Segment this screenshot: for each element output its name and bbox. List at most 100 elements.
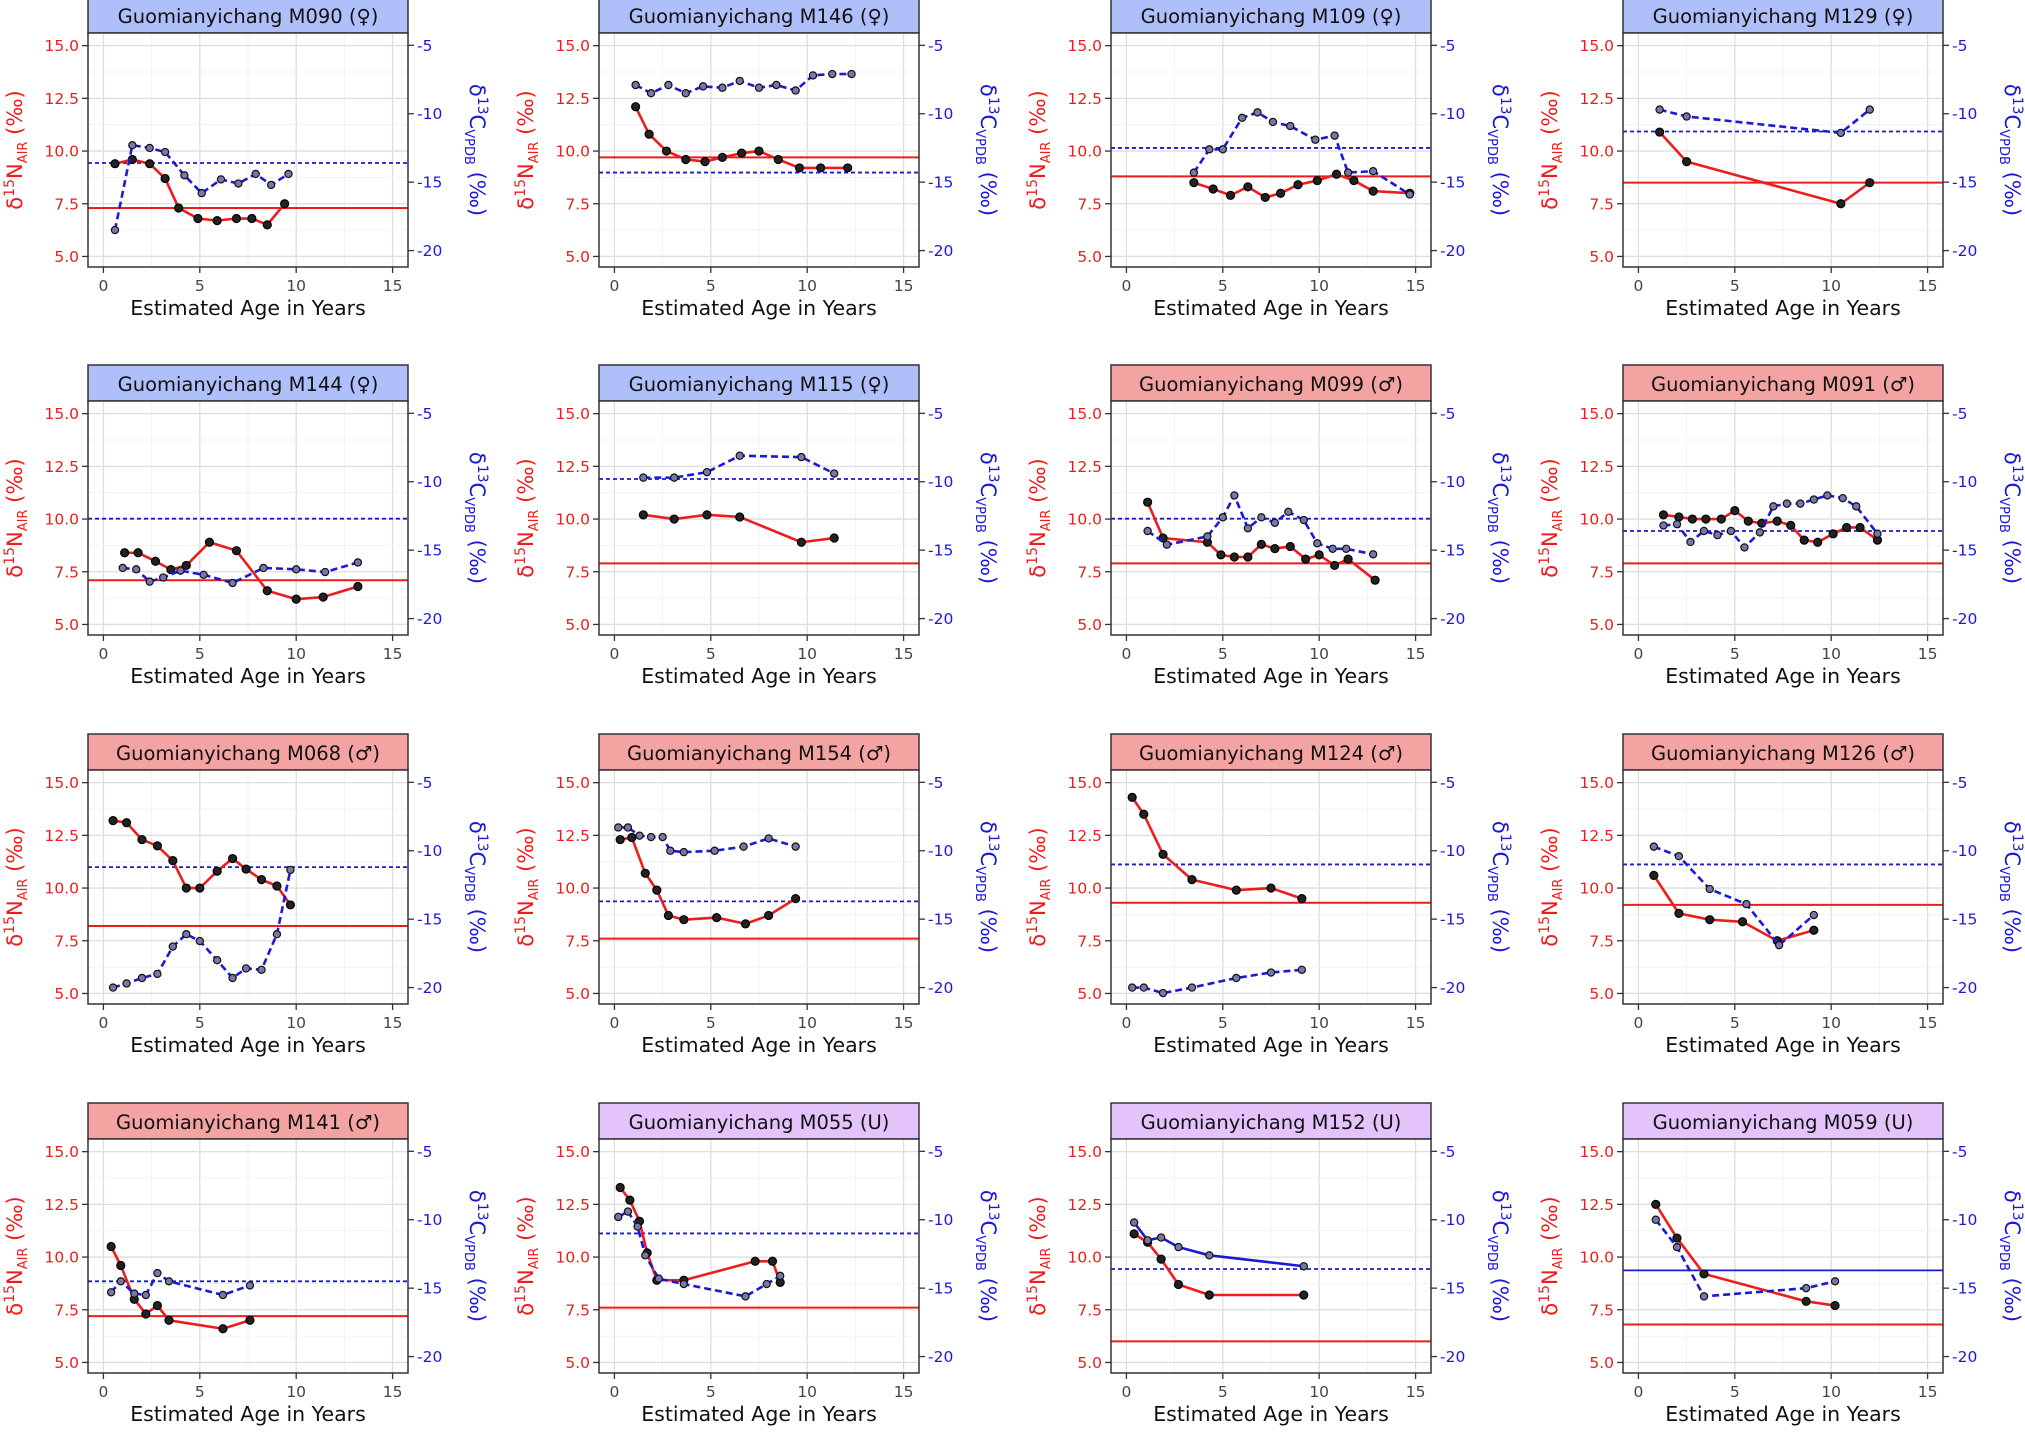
right-tick-label: -20 <box>1952 979 1977 997</box>
axis-label-part: C <box>2000 483 2024 498</box>
axis-label-part: 15 <box>1537 1285 1553 1303</box>
carbon-point <box>1232 973 1241 983</box>
carbon-series-line <box>617 1210 781 1298</box>
axis-label-part: (‰) <box>1488 533 1512 584</box>
right-tick-label: -20 <box>1952 242 1977 260</box>
left-tick-label: 7.5 <box>1589 563 1614 581</box>
axis-label-part: 13 <box>2009 1203 2025 1221</box>
right-tick-label: -5 <box>1440 1143 1455 1161</box>
carbon-point <box>623 823 633 832</box>
x-tick-label: 0 <box>1121 1014 1131 1032</box>
carbon-point <box>284 169 293 179</box>
right-tick-label: -20 <box>417 242 442 260</box>
nitrogen-point <box>661 146 672 156</box>
nitrogen-point <box>256 875 267 885</box>
right-axis-label: δ13CVPDB (‰) <box>972 452 1001 584</box>
x-axis-label: Estimated Age in Years <box>641 1033 877 1057</box>
nitrogen-point <box>615 1182 625 1193</box>
panel-strip <box>1622 364 1944 402</box>
plot-border <box>598 769 920 1005</box>
axis-label-part: VPDB <box>972 497 987 533</box>
axis-label-part: AIR <box>1551 510 1566 532</box>
axis-label-part: AIR <box>1039 142 1054 164</box>
panel-strip <box>87 0 409 34</box>
carbon-point <box>266 180 276 190</box>
carbon-point <box>195 936 205 946</box>
nitrogen-point <box>644 129 654 139</box>
x-tick-label: 10 <box>286 277 306 295</box>
left-tick-label: 12.5 <box>1067 827 1102 845</box>
axis-label-part: (‰) <box>976 165 1000 216</box>
carbon-point <box>145 143 154 153</box>
panel-title: Guomianyichang M126 (♂) <box>1651 742 1915 765</box>
nitrogen-point <box>638 510 648 520</box>
carbon-point <box>658 832 667 842</box>
left-axis-label: δ15NAIR (‰) <box>513 1196 542 1315</box>
carbon-point <box>776 1271 785 1281</box>
carbon-point <box>1755 528 1765 537</box>
nitrogen-point <box>1330 560 1340 571</box>
x-tick-label: 15 <box>894 277 914 295</box>
left-tick-label: 15.0 <box>44 774 79 792</box>
panel-title: Guomianyichang M146 (♀) <box>629 5 890 28</box>
nitrogen-point <box>700 156 710 167</box>
carbon-point <box>1809 495 1819 504</box>
axis-label-part: VPDB <box>972 1235 987 1271</box>
x-tick-label: 0 <box>609 1014 619 1032</box>
right-tick-label: -5 <box>1952 774 1967 792</box>
x-tick-label: 10 <box>1309 1014 1329 1032</box>
nitrogen-point <box>285 900 296 910</box>
right-tick-label: -15 <box>1440 1280 1465 1298</box>
axis-label-part: (‰) <box>514 458 538 509</box>
axis-label-part: (‰) <box>976 1271 1000 1322</box>
x-tick-label: 10 <box>1821 645 1841 663</box>
right-tick-label: -15 <box>928 174 953 192</box>
left-tick-label: 5.0 <box>1077 616 1102 634</box>
plot-border <box>1110 769 1432 1005</box>
carbon-point <box>1203 532 1212 541</box>
carbon-point <box>1143 526 1152 536</box>
left-tick-label: 10.0 <box>1579 511 1614 529</box>
axis-label-part: VPDB <box>1484 1235 1499 1271</box>
x-axis-label: Estimated Age in Years <box>1665 296 1901 320</box>
left-axis-label: δ15NAIR (‰) <box>2 458 31 577</box>
axis-label-part: δ <box>514 1303 538 1316</box>
nitrogen-point <box>669 514 679 524</box>
carbon-point <box>286 865 295 875</box>
nitrogen-point <box>174 203 184 213</box>
right-tick-label: -20 <box>417 979 442 997</box>
nitrogen-point <box>1836 199 1846 209</box>
x-tick-label: 5 <box>195 277 205 295</box>
right-tick-label: -5 <box>928 1143 943 1161</box>
right-tick-label: -5 <box>1440 405 1455 423</box>
axis-label-part: δ <box>2000 1190 2024 1203</box>
axis-label-part: (‰) <box>1488 902 1512 953</box>
axis-label-part: VPDB <box>461 1235 476 1271</box>
x-tick-label: 10 <box>286 1383 306 1401</box>
axis-label-part: C <box>465 852 489 867</box>
x-tick-label: 15 <box>1406 1383 1426 1401</box>
axis-label-part: 15 <box>1025 179 1041 197</box>
carbon-point <box>1705 884 1714 894</box>
x-axis-label: Estimated Age in Years <box>641 664 877 688</box>
nitrogen-point <box>152 1300 162 1311</box>
left-tick-label: 7.5 <box>1077 932 1102 950</box>
left-tick-label: 5.0 <box>1077 248 1102 266</box>
panel-title: Guomianyichang M141 (♂) <box>116 1111 380 1134</box>
right-tick-label: -5 <box>1952 37 1967 55</box>
carbon-point <box>1174 1242 1183 1252</box>
axis-label-part: C <box>2000 1221 2024 1236</box>
panel-3: Guomianyichang M109 (♀) 0 5 10 15 Estimated A… <box>1025 0 1513 320</box>
carbon-point <box>1838 493 1847 503</box>
left-tick-label: 5.0 <box>54 616 79 634</box>
nitrogen-point <box>1855 522 1865 533</box>
axis-label-part: 13 <box>985 834 1001 852</box>
left-tick-label: 12.5 <box>1579 1196 1614 1214</box>
x-axis-label: Estimated Age in Years <box>1665 1402 1901 1426</box>
nitrogen-point <box>137 834 147 845</box>
axis-label-part: (‰) <box>465 165 489 216</box>
left-tick-label: 5.0 <box>565 1354 590 1372</box>
right-tick-label: -10 <box>928 105 953 123</box>
carbon-point <box>641 1251 650 1260</box>
carbon-point <box>1801 1283 1811 1293</box>
